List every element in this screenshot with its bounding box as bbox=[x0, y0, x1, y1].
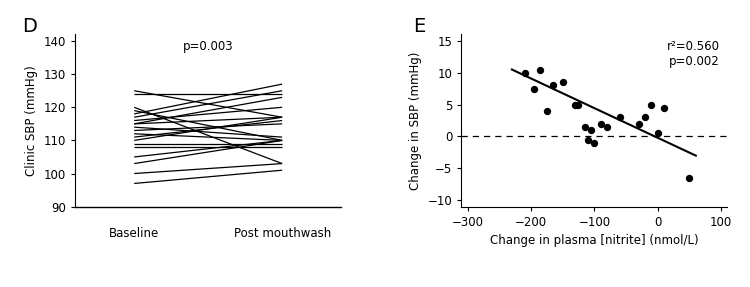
Point bbox=[683, 176, 695, 180]
Point bbox=[633, 121, 645, 126]
Text: r²=0.560
p=0.002: r²=0.560 p=0.002 bbox=[667, 40, 719, 68]
Point bbox=[572, 102, 584, 107]
X-axis label: Change in plasma [nitrite] (nmol/L): Change in plasma [nitrite] (nmol/L) bbox=[490, 234, 699, 247]
Point bbox=[601, 125, 613, 129]
Point bbox=[588, 141, 600, 145]
Text: E: E bbox=[413, 17, 425, 36]
Point bbox=[614, 115, 626, 120]
Point bbox=[582, 137, 594, 142]
Point bbox=[579, 125, 591, 129]
Point bbox=[639, 115, 651, 120]
Text: D: D bbox=[22, 17, 37, 36]
Point bbox=[547, 83, 559, 88]
Y-axis label: Clinic SBP (mmHg): Clinic SBP (mmHg) bbox=[25, 65, 38, 176]
Point bbox=[556, 80, 568, 85]
Point bbox=[595, 121, 607, 126]
Point bbox=[535, 67, 547, 72]
Point bbox=[652, 131, 664, 135]
Point bbox=[569, 102, 581, 107]
Point bbox=[646, 102, 658, 107]
Point bbox=[541, 109, 553, 113]
Point bbox=[658, 106, 670, 110]
Text: p=0.003: p=0.003 bbox=[183, 40, 233, 53]
Point bbox=[518, 70, 530, 75]
Y-axis label: Change in SBP (mmHg): Change in SBP (mmHg) bbox=[409, 51, 422, 190]
Point bbox=[528, 86, 540, 91]
Point bbox=[585, 128, 597, 132]
